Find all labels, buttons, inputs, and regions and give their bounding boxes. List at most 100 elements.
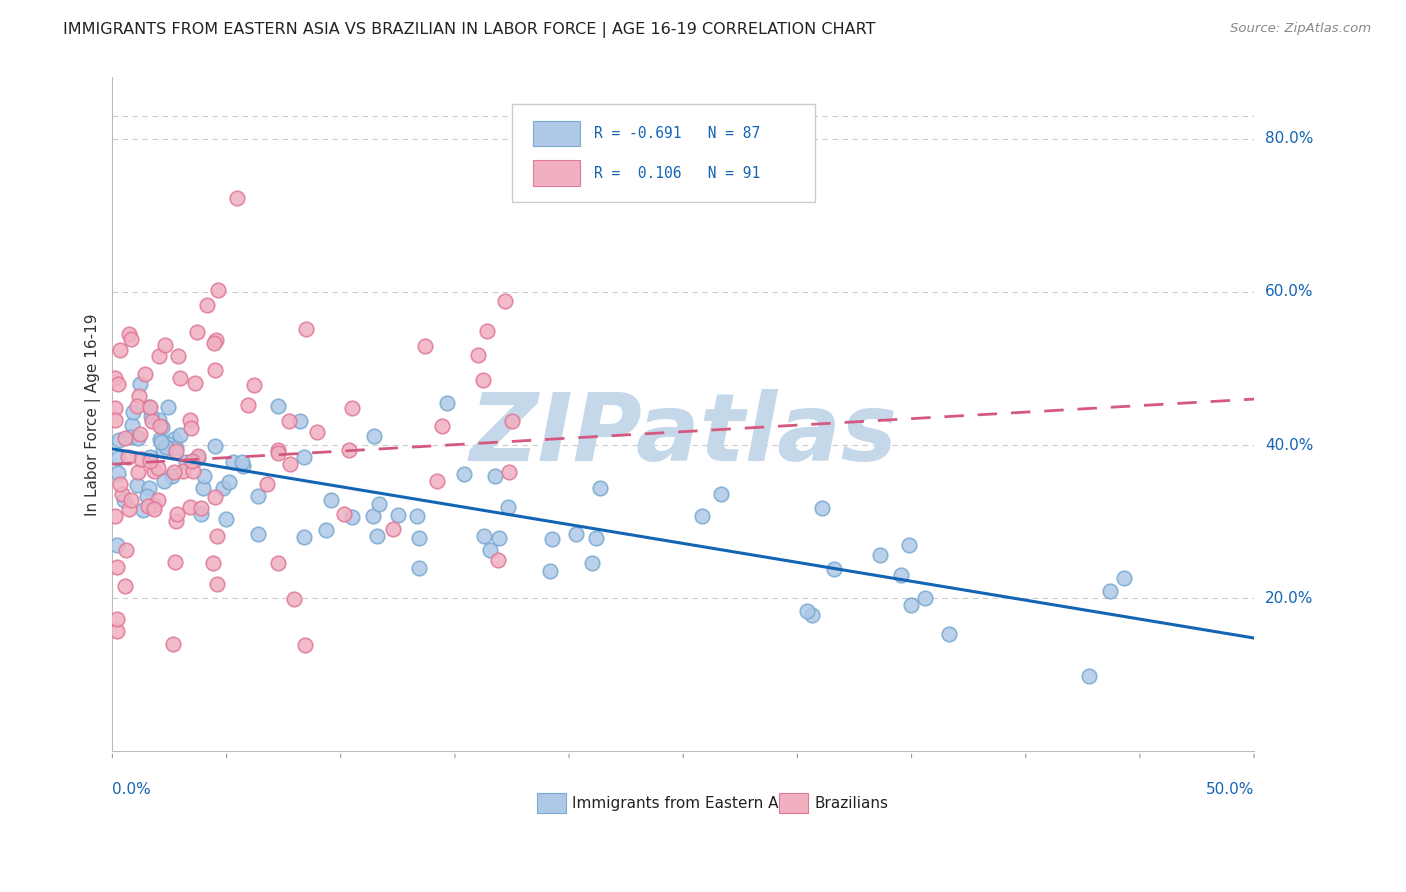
Point <box>823 562 845 576</box>
Point <box>122 405 145 419</box>
Point <box>202 335 225 350</box>
Point <box>149 432 172 446</box>
Text: 20.0%: 20.0% <box>1265 591 1313 606</box>
Point <box>426 474 449 488</box>
Point <box>127 466 149 480</box>
Point <box>108 476 131 491</box>
Point <box>488 532 510 546</box>
Point <box>142 498 165 512</box>
Point <box>114 431 136 445</box>
Point <box>136 499 159 513</box>
Text: R = -0.691   N = 87: R = -0.691 N = 87 <box>595 126 761 141</box>
Point <box>160 468 183 483</box>
Point <box>498 500 520 515</box>
Point <box>292 450 315 464</box>
Point <box>541 532 564 546</box>
Point <box>105 624 128 638</box>
Point <box>1112 571 1135 585</box>
Point <box>143 502 166 516</box>
Point <box>127 478 149 492</box>
Point <box>104 508 127 523</box>
FancyBboxPatch shape <box>533 120 581 146</box>
Point <box>148 413 170 427</box>
Point <box>471 373 494 387</box>
Text: 0.0%: 0.0% <box>112 782 152 797</box>
Point <box>453 467 475 481</box>
Text: 60.0%: 60.0% <box>1265 285 1313 300</box>
Point <box>339 443 361 458</box>
Point <box>267 442 290 457</box>
Point <box>222 455 245 469</box>
Point <box>129 452 152 467</box>
Point <box>413 339 436 353</box>
Point <box>163 432 186 446</box>
Point <box>127 432 149 446</box>
Point <box>267 399 290 413</box>
Point <box>121 418 143 433</box>
Point <box>120 430 142 444</box>
Point <box>120 492 142 507</box>
Point <box>475 324 498 338</box>
Point <box>169 427 191 442</box>
Point <box>914 591 936 605</box>
Point <box>107 376 129 391</box>
Point <box>811 500 834 515</box>
Point <box>165 555 187 569</box>
Point <box>266 446 288 460</box>
Point <box>120 333 142 347</box>
Point <box>153 474 176 488</box>
Point <box>163 466 186 480</box>
Point <box>193 469 215 483</box>
Point <box>1078 669 1101 683</box>
Point <box>690 509 713 524</box>
Point <box>498 465 520 479</box>
Point <box>256 476 278 491</box>
Point <box>205 577 228 591</box>
Point <box>368 497 391 511</box>
Point <box>501 414 523 428</box>
Point <box>111 486 134 500</box>
Point <box>436 395 458 409</box>
Point <box>408 561 430 575</box>
Point <box>165 442 187 456</box>
Point <box>107 466 129 480</box>
Point <box>898 538 921 552</box>
Point <box>585 531 607 545</box>
Text: 50.0%: 50.0% <box>1206 782 1254 797</box>
Point <box>278 457 301 471</box>
Point <box>267 557 290 571</box>
Point <box>432 418 454 433</box>
Point <box>107 451 129 466</box>
Point <box>333 507 356 521</box>
Point <box>204 333 226 347</box>
Point <box>107 433 129 447</box>
Point <box>104 413 127 427</box>
Point <box>201 556 224 570</box>
Point <box>363 429 385 443</box>
Point <box>295 322 318 336</box>
Point <box>387 508 409 523</box>
Point <box>246 490 269 504</box>
Point <box>204 439 226 453</box>
Text: 80.0%: 80.0% <box>1265 131 1313 146</box>
Point <box>796 604 818 618</box>
Point <box>179 413 201 427</box>
Point <box>139 409 162 424</box>
Point <box>231 455 253 469</box>
Point <box>294 530 316 544</box>
Point <box>486 553 509 567</box>
Point <box>187 451 209 466</box>
Point <box>112 492 135 507</box>
Point <box>149 434 172 449</box>
Point <box>340 401 363 415</box>
Y-axis label: In Labor Force | Age 16-19: In Labor Force | Age 16-19 <box>86 313 101 516</box>
Point <box>153 337 176 351</box>
Point <box>467 349 489 363</box>
Point <box>142 464 165 478</box>
Text: 40.0%: 40.0% <box>1265 438 1313 452</box>
Point <box>134 368 156 382</box>
Point <box>195 298 218 312</box>
Point <box>484 469 506 483</box>
Point <box>138 400 160 414</box>
Point <box>105 538 128 552</box>
